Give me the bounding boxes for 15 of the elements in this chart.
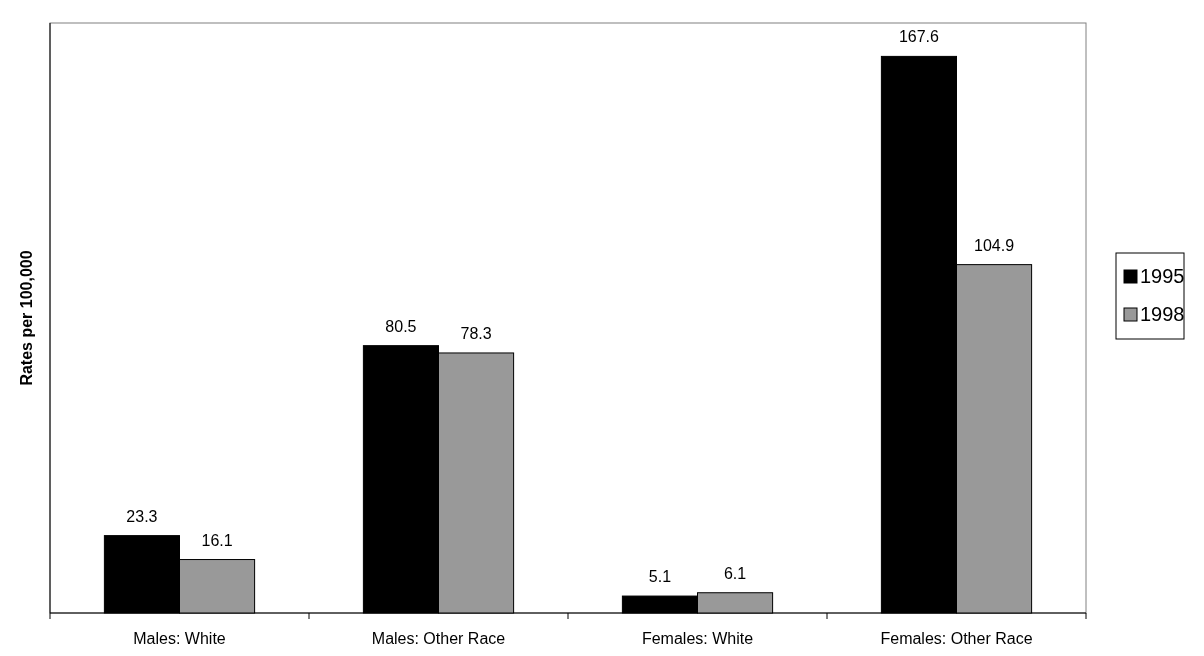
x-tick-label: Females: Other Race — [880, 630, 1033, 647]
x-tick-label: Females: White — [641, 630, 754, 647]
data-label: 104.9 — [974, 236, 1015, 254]
data-label: 80.5 — [385, 317, 417, 335]
data-label: 5.1 — [648, 568, 672, 586]
y-axis-title: Rates per 100,000 — [18, 250, 35, 386]
data-label: 23.3 — [126, 507, 158, 525]
x-tick-label: Males: White — [133, 630, 226, 647]
legend-label: 1998 — [1140, 303, 1185, 325]
x-tick-label: Males: Other Race — [371, 630, 506, 647]
data-label: 16.1 — [201, 531, 233, 549]
legend-label: 1995 — [1140, 265, 1185, 287]
data-label: 6.1 — [723, 564, 747, 582]
data-label: 78.3 — [460, 324, 492, 342]
data-label: 167.6 — [898, 28, 940, 46]
